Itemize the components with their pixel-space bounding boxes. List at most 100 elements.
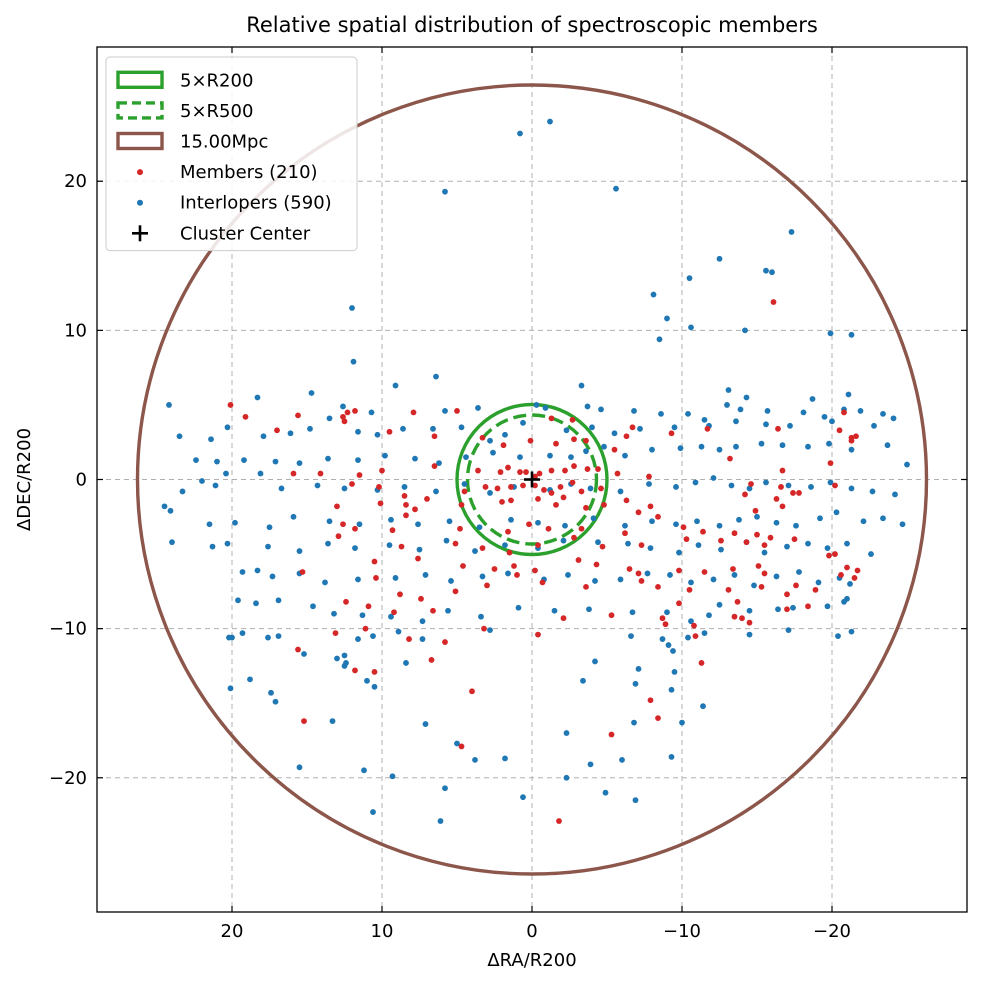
- legend: 5×R200 5×R500 15.00Mpc Members (210) Interlo…: [105, 56, 358, 252]
- member-point: [469, 688, 475, 695]
- interloper-point: [848, 446, 855, 453]
- interloper-point: [716, 255, 723, 262]
- interloper-point: [763, 421, 769, 428]
- member-point: [475, 467, 481, 474]
- interloper-point: [646, 481, 652, 487]
- member-point: [431, 463, 438, 469]
- member-point: [403, 512, 409, 519]
- interloper-point: [533, 402, 540, 408]
- member-point: [826, 552, 832, 559]
- member-point: [767, 534, 774, 541]
- interloper-point: [632, 680, 639, 687]
- interloper-point: [676, 549, 682, 556]
- interloper-point: [829, 418, 835, 425]
- interloper-point: [341, 663, 348, 669]
- interloper-point: [193, 457, 199, 464]
- member-point: [352, 525, 358, 532]
- interloper-point: [487, 627, 493, 634]
- interloper-point: [884, 442, 891, 449]
- interloper-point: [758, 440, 765, 447]
- interloper-point: [716, 446, 723, 453]
- interloper-point: [355, 576, 361, 583]
- member-point: [553, 501, 559, 508]
- member-point: [646, 473, 652, 480]
- member-point: [595, 466, 601, 472]
- interloper-point: [779, 442, 786, 449]
- interloper-point: [547, 118, 553, 125]
- member-point: [583, 437, 589, 444]
- x-tick-label: 20: [221, 921, 244, 942]
- member-point: [397, 591, 403, 598]
- interloper-point: [326, 415, 333, 422]
- member-point: [583, 583, 589, 590]
- interloper-point: [793, 522, 799, 529]
- interloper-point: [809, 396, 816, 402]
- interloper-point: [388, 516, 394, 523]
- interloper-point: [880, 515, 886, 522]
- member-point: [532, 473, 538, 480]
- interloper-point: [694, 518, 700, 525]
- interloper-point: [785, 627, 792, 634]
- member-point: [659, 615, 666, 622]
- interloper-point: [622, 452, 628, 459]
- member-point: [629, 424, 636, 431]
- interloper-point: [419, 618, 426, 625]
- legend-label: 15.00Mpc: [180, 132, 268, 153]
- interloper-point: [361, 767, 367, 774]
- member-point: [746, 619, 753, 626]
- member-point: [805, 603, 811, 610]
- member-point: [730, 566, 736, 572]
- interloper-point: [629, 609, 636, 616]
- member-point: [571, 463, 577, 469]
- member-point: [608, 612, 615, 619]
- interloper-point: [275, 633, 282, 639]
- member-point: [548, 415, 555, 422]
- interloper-point: [355, 636, 361, 642]
- member-point: [793, 582, 799, 589]
- interloper-point: [686, 275, 693, 282]
- member-point: [718, 537, 724, 544]
- member-point: [458, 501, 465, 508]
- member-point: [731, 530, 738, 537]
- member-point: [299, 569, 306, 575]
- interloper-point: [505, 570, 511, 577]
- member-point: [676, 600, 682, 607]
- member-point: [424, 495, 430, 502]
- interloper-point: [664, 609, 670, 616]
- interloper-point: [547, 452, 553, 459]
- member-point: [274, 427, 280, 434]
- member-point: [506, 549, 513, 556]
- member-point: [676, 567, 682, 574]
- interloper-point: [677, 445, 684, 452]
- interloper-point: [508, 516, 514, 523]
- interloper-point: [718, 546, 724, 553]
- interloper-point: [578, 382, 585, 389]
- member-point: [484, 582, 490, 589]
- member-point: [778, 484, 784, 490]
- interloper-point: [419, 636, 426, 642]
- interloper-point: [416, 546, 423, 553]
- member-point: [838, 572, 844, 578]
- cluster-center-marker: [524, 471, 540, 488]
- interloper-point: [515, 604, 522, 611]
- interloper-point: [179, 488, 186, 495]
- interloper-point: [701, 416, 708, 423]
- member-point: [742, 491, 748, 498]
- member-point: [812, 586, 819, 593]
- interloper-point: [296, 548, 303, 554]
- interloper-point: [764, 407, 771, 414]
- member-point: [851, 575, 858, 581]
- x-tick-label: −10: [663, 921, 701, 942]
- member-point: [344, 409, 351, 416]
- legend-label: Cluster Center: [180, 223, 311, 244]
- interloper-point: [560, 537, 567, 544]
- interloper-point: [476, 524, 483, 531]
- member-point: [379, 467, 385, 474]
- interloper-point: [401, 484, 408, 490]
- interloper-point: [824, 603, 831, 610]
- member-point: [412, 506, 418, 513]
- legend-swatch: [137, 199, 143, 206]
- member-point: [638, 542, 645, 549]
- legend-item: Interlopers (590): [137, 193, 332, 214]
- interloper-point: [260, 433, 267, 440]
